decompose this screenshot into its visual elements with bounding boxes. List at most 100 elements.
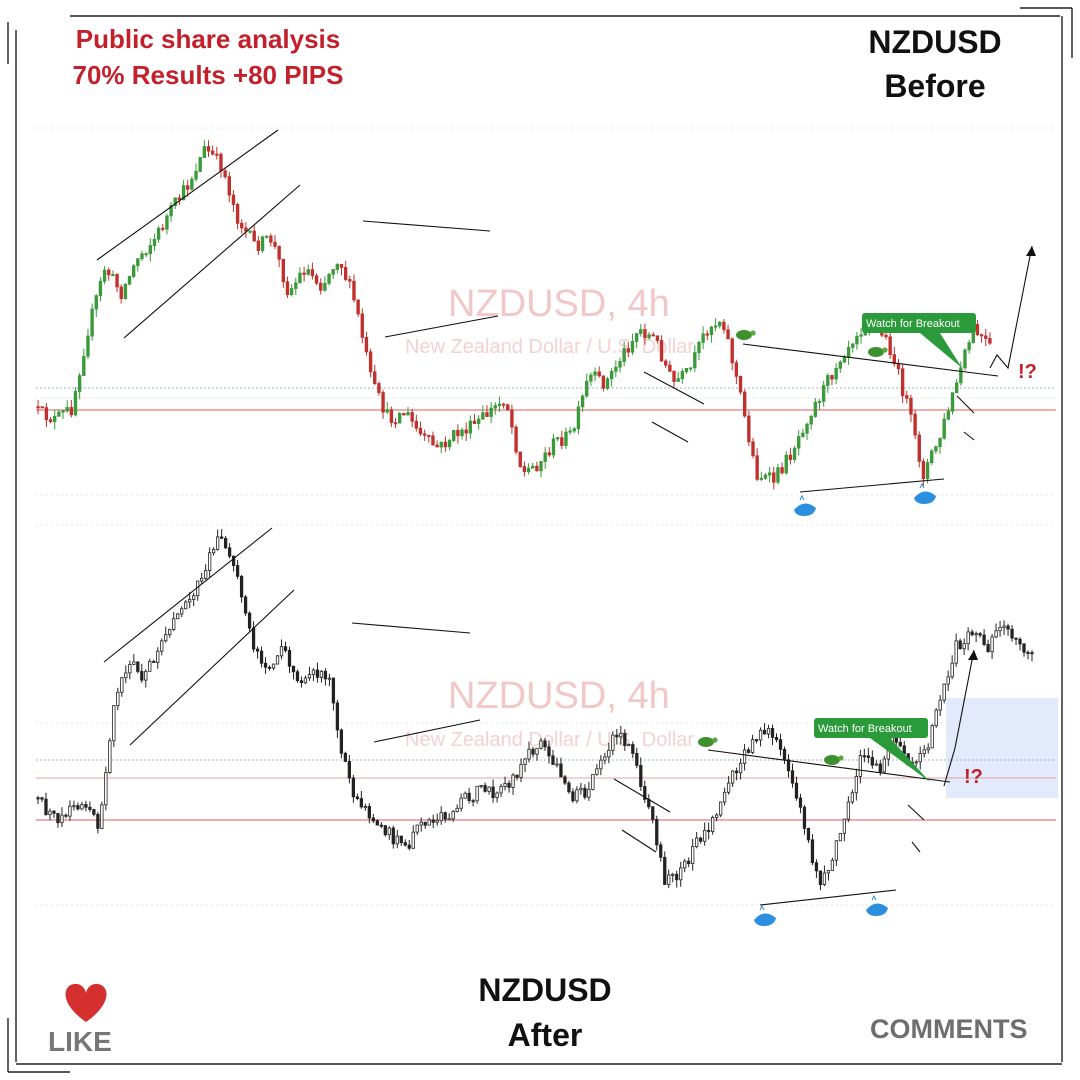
candle-body	[878, 763, 882, 773]
candle-body	[797, 436, 801, 449]
candle-body	[914, 761, 918, 764]
candle-body	[926, 747, 930, 751]
candle-body	[551, 438, 556, 456]
candle-body	[671, 873, 675, 876]
candle-body	[684, 367, 689, 372]
candle-body	[348, 279, 352, 282]
candle-body	[774, 737, 779, 741]
candle-body	[481, 412, 485, 420]
candle-body	[742, 391, 747, 417]
candle-body	[770, 728, 775, 738]
candle-body	[705, 333, 709, 336]
candle-body	[259, 650, 264, 664]
candle-body	[267, 666, 272, 669]
candle-body	[990, 636, 994, 653]
top-callout-text: Watch for Breakout	[866, 318, 960, 330]
candle-body	[884, 334, 888, 338]
candle-body	[579, 787, 583, 791]
candle-body	[663, 856, 667, 885]
candle-body	[555, 763, 559, 766]
candle-body	[128, 664, 132, 674]
candle-body	[243, 596, 248, 614]
candle-body	[471, 800, 475, 803]
whale-icon	[866, 894, 888, 916]
candle-body	[930, 725, 934, 749]
candle-body	[115, 274, 119, 288]
candle-body	[503, 782, 507, 787]
candle-body	[942, 683, 946, 701]
candle-body	[722, 321, 726, 331]
candle-body	[375, 820, 379, 826]
candle-body	[44, 407, 49, 421]
candle-body	[263, 662, 268, 668]
candle-body	[806, 827, 811, 841]
candle-body	[68, 805, 72, 817]
candle-body	[194, 171, 198, 180]
candle-body	[223, 537, 228, 549]
candle-body	[583, 787, 587, 798]
candle-body	[136, 661, 140, 672]
heart-icon[interactable]	[65, 983, 107, 1022]
bottom-callout-box	[814, 718, 928, 738]
candle-body	[822, 872, 827, 885]
candle-body	[597, 371, 601, 377]
candle-body	[1002, 625, 1006, 628]
candle-body	[177, 197, 182, 201]
candle-body	[1022, 643, 1026, 653]
candle-body	[219, 153, 223, 172]
candle-body	[455, 807, 459, 812]
candle-body	[679, 867, 683, 881]
candle-body	[859, 334, 863, 337]
candle-body	[759, 477, 764, 480]
candle-body	[830, 375, 834, 380]
candle-body	[688, 367, 693, 370]
candle-body	[152, 238, 157, 246]
like-button[interactable]: LIKE	[48, 1026, 112, 1057]
candle-body	[946, 676, 950, 685]
candle-body	[307, 674, 312, 679]
bottom-projection-arrow-icon	[968, 650, 978, 660]
candle-body	[605, 378, 610, 389]
candle-body	[161, 227, 165, 230]
candle-body	[231, 555, 236, 566]
candle-body	[240, 222, 244, 229]
candle-body	[599, 759, 603, 770]
top-pair-title: NZDUSD	[868, 24, 1002, 60]
candle-body	[713, 325, 718, 328]
candle-body	[734, 362, 739, 377]
top-trendlines	[96, 129, 1033, 493]
candle-body	[938, 699, 942, 711]
candle-body	[398, 413, 402, 424]
candle-body	[726, 782, 731, 793]
bottom-state-title: After	[507, 1017, 583, 1053]
candle-body	[984, 335, 988, 339]
candle-body	[377, 383, 381, 393]
candle-body	[535, 747, 539, 755]
candle-body	[40, 797, 44, 800]
candle-body	[709, 326, 714, 336]
candle-body	[144, 253, 148, 256]
comments-button[interactable]: COMMENTS	[870, 1014, 1028, 1044]
candle-body	[351, 777, 356, 798]
candle-body	[411, 831, 415, 849]
candle-body	[631, 744, 635, 754]
candle-body	[909, 397, 913, 415]
candle-body	[851, 343, 855, 348]
candle-body	[311, 669, 316, 675]
candle-body	[271, 663, 276, 669]
top-candles	[36, 140, 992, 490]
turtle-icon	[736, 330, 756, 340]
candle-body	[834, 840, 839, 861]
candle-body	[718, 321, 722, 327]
candle-body	[319, 282, 323, 291]
candle-body	[231, 194, 236, 205]
candle-body	[707, 829, 711, 832]
candle-body	[591, 773, 595, 790]
after-highlight-box	[946, 698, 1058, 798]
candle-body	[36, 797, 40, 800]
candle-body	[90, 308, 94, 337]
candle-body	[431, 819, 435, 823]
whale-icon	[754, 904, 776, 926]
candle-body	[683, 860, 687, 869]
candle-body	[738, 762, 743, 774]
